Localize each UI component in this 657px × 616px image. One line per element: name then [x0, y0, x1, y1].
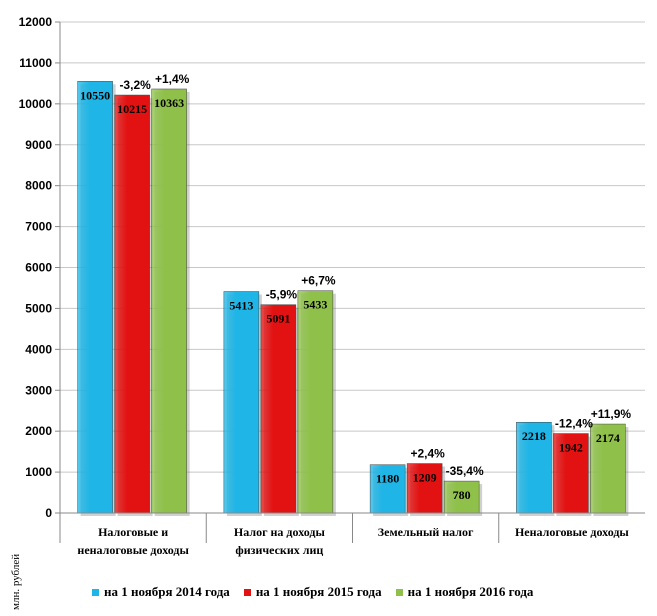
legend-swatch	[395, 588, 403, 596]
bar-value-label: 780	[453, 488, 471, 502]
y-tick-label: 10000	[19, 97, 53, 111]
change-label: +6,7%	[301, 274, 336, 288]
change-labels: -3,2% -5,9% +2,4% -12,4% +1,4% +6,7% -35,4% +11…	[119, 72, 631, 478]
bar	[260, 304, 297, 514]
change-label: -3,2%	[119, 78, 151, 92]
y-tick-label: 12000	[19, 15, 53, 29]
bar-value-label: 5091	[266, 312, 290, 326]
bar	[590, 423, 626, 514]
bar-value-label: 1942	[559, 441, 583, 455]
bar	[114, 94, 150, 514]
bar-value-label: 1180	[376, 472, 399, 486]
legend-swatch	[243, 588, 251, 596]
axes	[59, 22, 645, 543]
bar-value-label: 10550	[80, 88, 110, 102]
bars	[77, 81, 629, 517]
category-label: Налоговые и	[98, 525, 168, 539]
category-labels: Налоговые и неналоговые доходы Налог на до…	[77, 525, 629, 557]
bar-value-label: 10215	[117, 102, 147, 116]
category-label: Земельный налог	[378, 525, 474, 539]
bar-value-label: 2174	[596, 431, 620, 445]
legend: на 1 ноября 2014 года на 1 ноября 2015 го…	[92, 584, 533, 600]
y-tick-label: 2000	[25, 424, 52, 438]
y-tick-label: 3000	[25, 383, 52, 397]
bar	[77, 81, 113, 514]
bar-value-label: 5433	[303, 298, 327, 312]
bar	[297, 290, 334, 514]
bar	[516, 421, 552, 514]
change-label: -5,9%	[266, 288, 298, 302]
y-tick-label: 5000	[25, 301, 52, 315]
change-label: +2,4%	[410, 447, 445, 461]
legend-item: на 1 ноября 2014 года	[92, 584, 230, 600]
legend-label: на 1 ноября 2015 года	[255, 584, 382, 599]
legend-item: на 1 ноября 2015 года	[243, 584, 382, 600]
category-label: физических лиц	[235, 543, 323, 557]
bar	[369, 464, 406, 514]
y-tick-label: 11000	[19, 56, 52, 70]
change-label: +11,9%	[591, 407, 632, 421]
y-tick-label: 4000	[25, 342, 52, 356]
y-axis-ticks: 0 1000 2000 3000 4000 5000 6000 7000 8000 9000 100…	[19, 15, 60, 520]
y-tick-label: 9000	[25, 138, 52, 152]
y-tick-label: 8000	[25, 179, 52, 193]
change-label: -35,4%	[446, 464, 484, 478]
y-axis-label: млн. рублей	[10, 554, 22, 610]
bar	[406, 463, 443, 514]
category-label: Налог на доходы	[234, 525, 326, 539]
bar-value-label: 2218	[522, 429, 546, 443]
legend-label: на 1 ноября 2014 года	[104, 584, 230, 599]
bar	[151, 88, 187, 514]
y-tick-label: 7000	[25, 220, 52, 234]
bar	[223, 291, 260, 514]
category-label: неналоговые доходы	[77, 543, 189, 557]
legend-swatch	[92, 588, 99, 596]
y-tick-label: 6000	[25, 261, 52, 275]
category-label: Неналоговые доходы	[515, 525, 629, 539]
y-tick-label: 0	[45, 506, 52, 520]
bar-value-label: 1209	[413, 471, 437, 485]
change-label: -12,4%	[555, 417, 593, 431]
legend-item: на 1 ноября 2016 года	[395, 584, 534, 600]
change-label: +1,4%	[155, 72, 190, 86]
bar-value-label: 5413	[229, 299, 253, 313]
bar	[443, 480, 480, 514]
y-tick-label: 1000	[25, 465, 52, 479]
bar	[553, 433, 589, 514]
value-labels: 10550 10215 10363 5413 5091 5433 1180 1209 780 22…	[80, 88, 620, 502]
legend-label: на 1 ноября 2016 года	[407, 584, 534, 599]
bar-value-label: 10363	[154, 96, 184, 110]
